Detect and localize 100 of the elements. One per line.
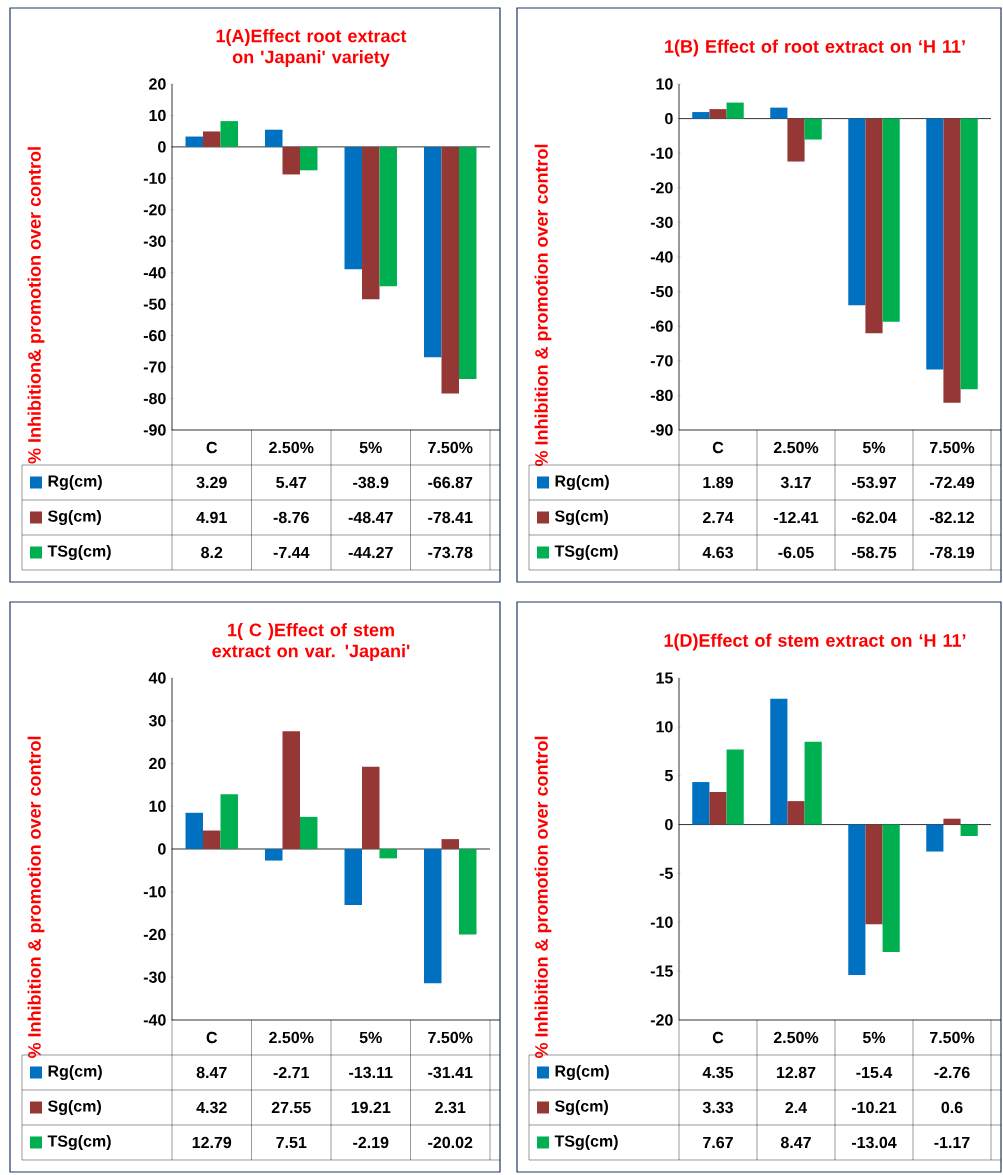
y-tick-label: -20 [650,1014,673,1026]
y-axis-title: % Inhibition & promotion over control [534,736,552,1059]
x-tick-label: 2.50% [269,1031,314,1044]
bar [943,818,961,825]
bar [203,131,221,147]
y-tick-label: 30 [148,715,166,727]
data-label: 7.67 [703,1136,733,1149]
x-tick-label: 7.50% [930,1031,975,1044]
data-label: 0.6 [941,1101,963,1114]
data-label: 3.17 [780,476,811,489]
data-label: -78.41 [428,511,473,524]
bar [220,794,238,849]
data-label: 8.2 [201,546,223,559]
bar [882,824,900,952]
data-label: 27.55 [271,1101,311,1114]
data-label: -8.76 [273,511,309,524]
chart-title: 1(A)Effect root extract on 'Japani' variety [216,29,407,67]
data-label: 4.35 [702,1066,734,1079]
y-tick-label: -30 [650,216,673,229]
bar [185,812,204,849]
data-label: -38.9 [353,476,389,489]
bar [282,146,300,175]
data-label: -62.04 [851,511,897,524]
x-tick-label: 2.50% [773,1031,819,1044]
bar [804,118,822,140]
legend-label: Sg(cm) [47,1100,101,1115]
x-tick-label: C [206,1031,218,1044]
data-label: -12.41 [773,511,819,524]
data-label: 19.21 [351,1101,391,1114]
bar [865,118,883,334]
y-tick-label: -60 [650,320,673,332]
bar [709,109,727,119]
bar [458,849,477,935]
bar [424,146,442,358]
data-label: -73.78 [428,546,473,559]
data-label: 2.4 [785,1101,808,1114]
x-tick-label: 5% [862,1031,886,1044]
data-label: 1.89 [703,476,733,489]
x-tick-label: 2.50% [773,441,819,454]
data-label: -2.76 [934,1066,970,1079]
y-tick-label: 15 [656,672,673,684]
chart-title: 1( C )Effect of stem extract on var. 'Japani' [212,623,410,661]
legend-label: Sg(cm) [47,510,101,525]
bar [926,118,944,370]
data-label: -20.02 [428,1136,473,1149]
bar [865,824,883,925]
bar [848,118,866,306]
legend-label: TSg(cm) [47,1135,111,1150]
bar [692,112,710,119]
y-tick-label: -50 [143,298,166,310]
data-label: 3.29 [196,476,227,489]
y-axis-title: % Inhibition& promotion over control [27,147,45,464]
y-tick-label: -60 [143,329,166,342]
bar [424,849,442,984]
bar [344,146,362,270]
y-tick-label: -15 [650,965,673,977]
data-label: -7.44 [273,546,310,558]
y-tick-label: 0 [158,141,166,153]
x-tick-label: 5% [359,1031,382,1044]
bar [943,118,961,403]
y-tick-label: -80 [650,389,673,402]
legend-label: Sg(cm) [554,510,608,525]
chart-title: 1(B) Effect of root extract on ‘H 11’ [665,39,965,57]
y-tick-label: 0 [665,112,673,125]
y-tick-label: -20 [143,204,166,216]
data-label: -82.12 [929,511,975,524]
data-label: -58.75 [851,546,897,559]
data-label: 8.47 [196,1066,227,1079]
data-label: -2.19 [353,1136,389,1149]
y-tick-label: -10 [650,147,673,159]
bar [300,816,318,849]
bar [960,118,978,390]
bar [282,731,300,849]
y-tick-label: -10 [650,916,673,928]
data-label: 8.47 [780,1136,811,1149]
data-label: 12.79 [192,1136,232,1149]
bar [848,824,866,976]
legend-label: TSg(cm) [554,1135,618,1150]
bar [441,839,459,849]
data-label: 7.51 [276,1136,307,1149]
bar [379,849,397,859]
bar [726,102,744,119]
y-tick-label: -20 [143,928,166,941]
bar [362,146,380,300]
y-tick-label: -10 [143,172,166,185]
y-tick-label: -40 [143,267,166,279]
data-label: -15.4 [856,1066,893,1079]
bar [960,824,978,836]
legend-label: Rg(cm) [48,1065,102,1080]
y-tick-label: 20 [149,78,166,90]
x-tick-label: 5% [862,441,886,454]
y-tick-label: -20 [650,182,673,194]
data-label: -13.11 [349,1066,393,1079]
y-tick-label: -70 [650,355,673,367]
data-label: -6.05 [778,546,814,559]
data-label: -13.04 [851,1136,897,1149]
y-tick-label: -30 [143,971,166,983]
legend-label: Rg(cm) [48,475,102,490]
x-tick-label: C [712,441,724,454]
legend-label: Rg(cm) [555,475,609,490]
